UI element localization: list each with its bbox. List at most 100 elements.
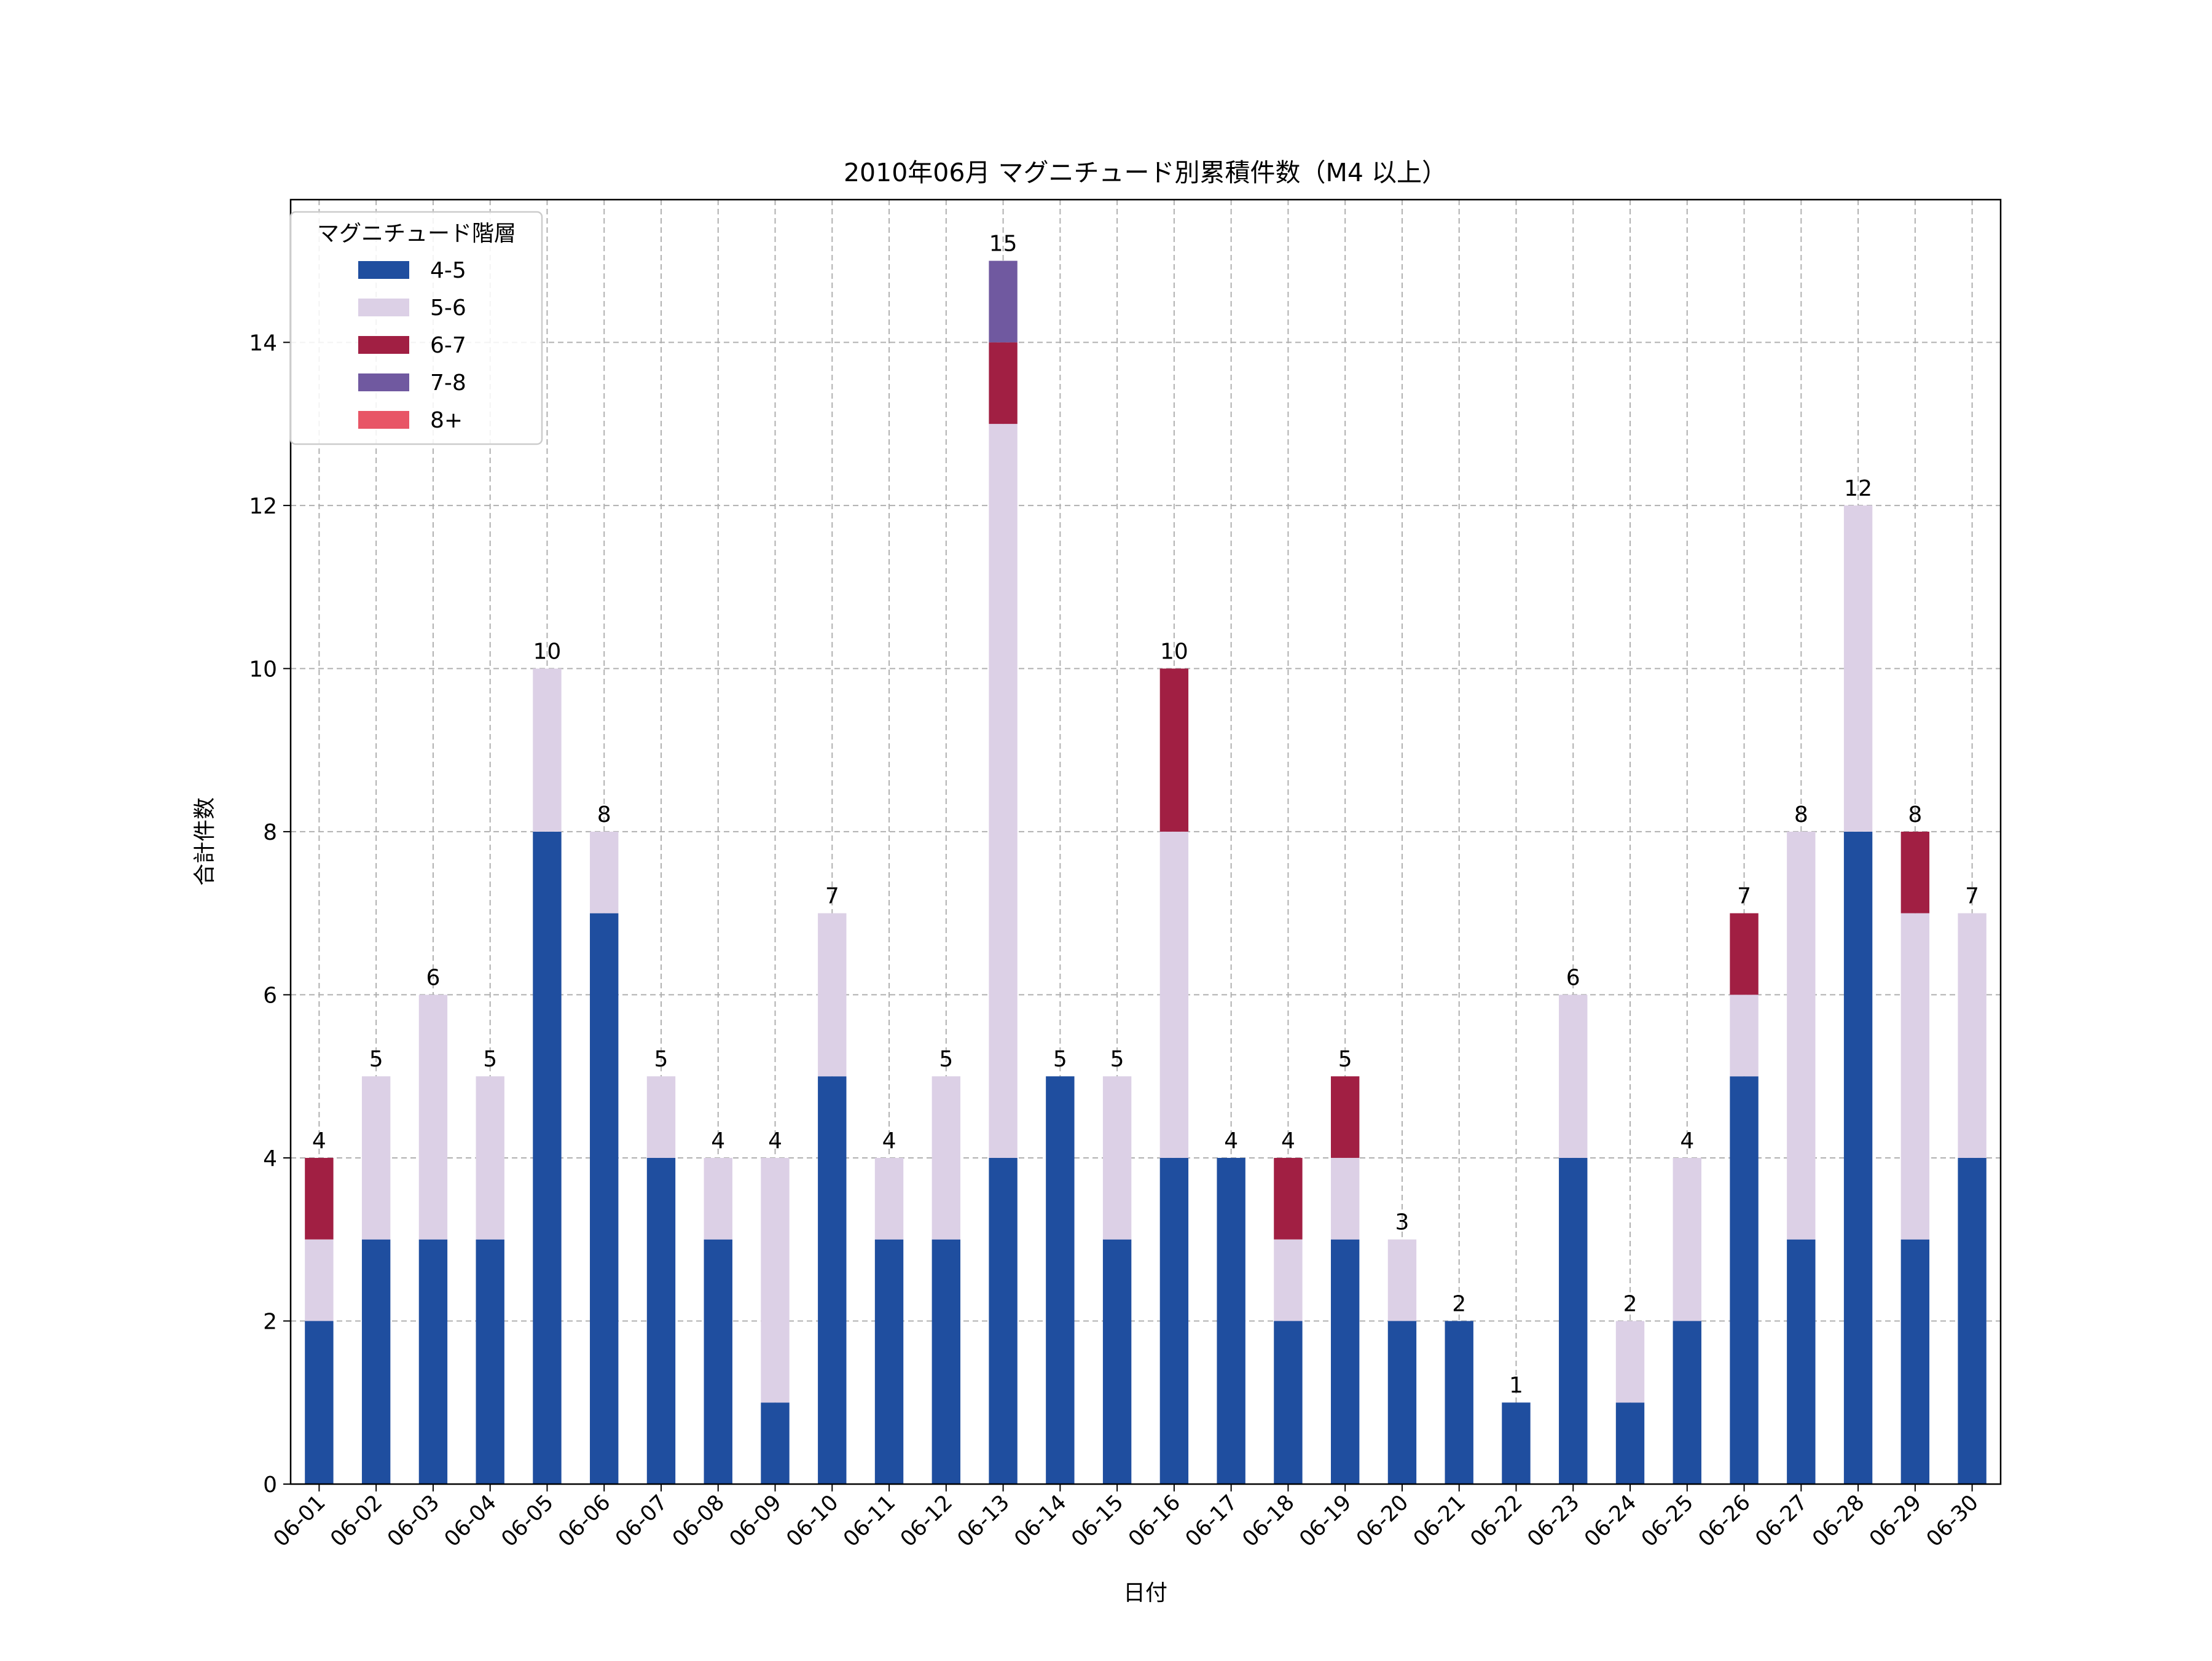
x-tick-label: 06-18 <box>1238 1490 1300 1552</box>
total-label: 4 <box>768 1128 782 1154</box>
bar-segment-5-6 <box>1673 1157 1701 1321</box>
bars <box>305 260 1986 1484</box>
x-tick-label: 06-02 <box>326 1490 387 1552</box>
y-tick-label: 10 <box>249 657 277 682</box>
total-label: 7 <box>1737 884 1751 909</box>
legend-label: 4-5 <box>430 258 466 283</box>
bar-segment-5-6 <box>533 668 562 832</box>
bar-segment-4-5 <box>1673 1321 1701 1484</box>
bar-segment-4-5 <box>361 1239 391 1484</box>
bar-segment-4-5 <box>1900 1239 1930 1484</box>
bar-segment-6-7 <box>1159 668 1189 832</box>
bar-segment-4-5 <box>590 913 619 1484</box>
bar-segment-5-6 <box>305 1239 334 1321</box>
legend-label: 5-6 <box>430 295 466 321</box>
total-label: 7 <box>825 884 839 909</box>
total-label: 5 <box>1053 1047 1067 1072</box>
total-label: 6 <box>426 965 440 990</box>
bar-segment-6-7 <box>989 342 1018 424</box>
y-axis-label: 合計件数 <box>192 797 218 886</box>
bar-segment-4-5 <box>1958 1157 1986 1484</box>
y-tick-label: 8 <box>263 820 277 845</box>
total-label: 2 <box>1452 1291 1466 1316</box>
bar-segment-4-5 <box>305 1321 334 1484</box>
legend-label: 7-8 <box>430 370 466 396</box>
bar-segment-4-5 <box>1159 1157 1189 1484</box>
bar-segment-4-5 <box>1274 1321 1303 1484</box>
total-label: 12 <box>1844 476 1872 501</box>
bar-segment-5-6 <box>1102 1076 1132 1240</box>
legend-box <box>289 211 543 445</box>
legend-swatch-8+ <box>358 411 409 429</box>
total-label: 2 <box>1623 1291 1637 1316</box>
x-tick-label: 06-26 <box>1694 1490 1755 1552</box>
x-tick-label: 06-25 <box>1637 1490 1698 1552</box>
bar-segment-4-5 <box>476 1239 504 1484</box>
bar-segment-4-5 <box>1387 1321 1417 1484</box>
bar-segment-4-5 <box>418 1239 448 1484</box>
total-label: 4 <box>882 1128 896 1154</box>
bar-segment-5-6 <box>476 1076 504 1240</box>
bar-segment-6-7 <box>1730 913 1759 995</box>
legend-label: 6-7 <box>430 333 466 358</box>
bar-segment-5-6 <box>1843 505 1873 832</box>
x-tick-label: 06-05 <box>497 1490 559 1552</box>
bar-segment-5-6 <box>931 1076 961 1240</box>
legend-label: 8+ <box>430 408 463 433</box>
x-tick-label: 06-27 <box>1751 1490 1812 1552</box>
bar-segment-5-6 <box>761 1157 790 1403</box>
legend-swatch-6-7 <box>358 336 409 354</box>
bar-segment-4-5 <box>1102 1239 1132 1484</box>
x-tick-label: 06-19 <box>1295 1490 1356 1552</box>
y-tick-label: 0 <box>263 1472 277 1498</box>
bar-segment-4-5 <box>818 1076 847 1484</box>
x-tick-label: 06-30 <box>1922 1490 1983 1552</box>
bar-segment-7-8 <box>989 260 1018 343</box>
bar-segment-5-6 <box>361 1076 391 1240</box>
total-label: 4 <box>1281 1128 1295 1154</box>
bar-segment-4-5 <box>874 1239 904 1484</box>
x-axis-ticks: 06-0106-0206-0306-0406-0506-0606-0706-08… <box>269 1484 1983 1552</box>
bar-segment-6-7 <box>1330 1076 1360 1158</box>
x-tick-label: 06-08 <box>668 1490 729 1552</box>
x-tick-label: 06-03 <box>383 1490 444 1552</box>
bar-segment-5-6 <box>1615 1321 1645 1403</box>
legend-title: マグニチュード階層 <box>317 221 516 246</box>
y-tick-label: 12 <box>249 494 277 519</box>
total-label: 15 <box>989 232 1018 257</box>
bar-segment-4-5 <box>761 1402 790 1484</box>
total-label: 3 <box>1395 1210 1409 1235</box>
x-tick-label: 06-23 <box>1523 1490 1584 1552</box>
bar-segment-5-6 <box>818 913 847 1077</box>
axes-frame <box>289 198 2002 1485</box>
bar-segment-6-7 <box>305 1157 334 1240</box>
total-label: 5 <box>369 1047 383 1072</box>
total-label: 8 <box>1908 802 1922 827</box>
total-label: 6 <box>1566 965 1580 990</box>
bar-segment-5-6 <box>590 831 619 913</box>
x-tick-label: 06-06 <box>554 1490 615 1552</box>
x-tick-label: 06-07 <box>611 1490 672 1552</box>
x-tick-label: 06-01 <box>269 1490 331 1552</box>
total-label: 4 <box>1224 1128 1238 1154</box>
bar-segment-5-6 <box>1730 995 1759 1077</box>
total-label: 5 <box>1110 1047 1124 1072</box>
bar-segment-4-5 <box>1843 831 1873 1484</box>
bar-segment-4-5 <box>1559 1157 1588 1484</box>
bar-segment-4-5 <box>1615 1402 1645 1484</box>
bar-segment-4-5 <box>1730 1076 1759 1484</box>
bar-segment-4-5 <box>533 831 562 1484</box>
y-tick-label: 14 <box>249 330 277 356</box>
total-label: 5 <box>939 1047 953 1072</box>
x-tick-label: 06-20 <box>1352 1490 1413 1552</box>
x-tick-label: 06-15 <box>1067 1490 1128 1552</box>
bar-segment-5-6 <box>874 1157 904 1240</box>
x-tick-label: 06-16 <box>1124 1490 1185 1552</box>
total-label: 5 <box>483 1047 497 1072</box>
x-tick-label: 06-13 <box>953 1490 1014 1552</box>
y-tick-label: 6 <box>263 983 277 1008</box>
bar-segment-4-5 <box>989 1157 1018 1484</box>
legend-swatch-7-8 <box>358 373 409 391</box>
x-tick-label: 06-14 <box>1010 1490 1072 1552</box>
